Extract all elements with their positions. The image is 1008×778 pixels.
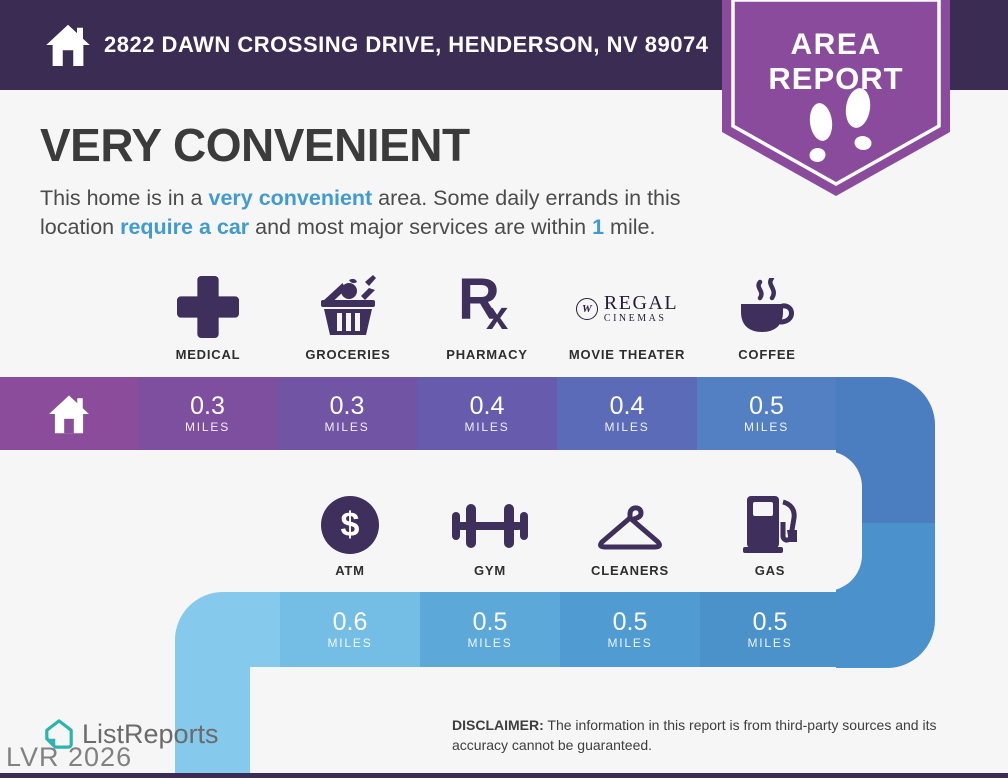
distance-cell-coffee: 0.5 MILES bbox=[697, 377, 836, 450]
footprints-icon bbox=[809, 88, 872, 163]
service-movie-theater: W REGAL CINEMAS MOVIE THEATER bbox=[568, 292, 686, 362]
gas-pump-icon bbox=[743, 496, 797, 553]
watermark-text: LVR 2026 bbox=[6, 742, 133, 772]
distance-cell-gas: 0.5 MILES bbox=[700, 592, 840, 667]
distance-cell-pharmacy: 0.4 MILES bbox=[417, 377, 557, 450]
badge-line1: AREA bbox=[790, 28, 881, 61]
service-atm: $ ATM bbox=[280, 478, 420, 578]
medical-cross-icon bbox=[177, 276, 239, 338]
area-report-badge: AREA REPORT bbox=[722, 0, 950, 196]
listreports-house-icon bbox=[45, 719, 73, 749]
atm-dollar-icon: $ bbox=[321, 496, 379, 554]
rx-icon: R x bbox=[458, 267, 509, 338]
summary-text: This home is in a very convenient area. … bbox=[40, 184, 681, 242]
distance-cell-atm: 0.6 MILES bbox=[280, 592, 420, 667]
service-pharmacy: R x PHARMACY bbox=[446, 267, 528, 362]
badge-line2: REPORT bbox=[768, 61, 903, 96]
groceries-basket-icon bbox=[321, 275, 376, 335]
distance-cell-gym: 0.5 MILES bbox=[420, 592, 560, 667]
service-gas: GAS bbox=[700, 478, 840, 578]
summary-line2: location require a car and most major se… bbox=[40, 215, 656, 240]
highlight-require-a-car: require a car bbox=[120, 215, 250, 240]
bottom-accent-strip bbox=[0, 773, 1008, 778]
service-groceries: GROCERIES bbox=[278, 262, 418, 362]
distance-cell-cleaners: 0.5 MILES bbox=[560, 592, 700, 667]
distance-cell-movie-theater: 0.4 MILES bbox=[557, 377, 697, 450]
service-gym: GYM bbox=[420, 478, 560, 578]
service-medical: MEDICAL bbox=[138, 262, 278, 362]
page-title: VERY CONVENIENT bbox=[40, 119, 470, 171]
highlight-one-mile: 1 bbox=[592, 215, 605, 240]
home-icon bbox=[49, 394, 89, 433]
property-address: 2822 DAWN CROSSING DRIVE, HENDERSON, NV … bbox=[104, 32, 709, 57]
disclaimer-text: DISCLAIMER: The information in this repo… bbox=[452, 717, 937, 753]
snake-band-left bbox=[175, 640, 250, 774]
listreports-wordmark: ListReports bbox=[82, 718, 219, 749]
distance-bar-1: 0.3 MILES 0.3 MILES 0.4 MILES 0.4 MILES 0.5 M… bbox=[0, 377, 836, 450]
cleaners-hanger-icon bbox=[598, 505, 662, 550]
distance-bar-2: 0.6 MILES 0.5 MILES 0.5 MILES 0.5 MILES bbox=[0, 592, 840, 667]
regal-cinemas-logo: W REGAL CINEMAS bbox=[575, 293, 678, 324]
highlight-very-convenient: very convenient bbox=[208, 186, 373, 210]
summary-line1: This home is in a very convenient area. … bbox=[40, 186, 681, 210]
home-icon bbox=[46, 24, 90, 66]
home-cell bbox=[0, 377, 138, 450]
gym-dumbbell-icon bbox=[452, 504, 528, 548]
service-cleaners: CLEANERS bbox=[560, 478, 700, 578]
service-coffee: COFFEE bbox=[697, 262, 837, 362]
snake-band-inner-gap bbox=[250, 667, 330, 774]
distance-cell-groceries: 0.3 MILES bbox=[277, 377, 417, 450]
coffee-cup-icon bbox=[741, 278, 794, 332]
distance-cell-medical: 0.3 MILES bbox=[138, 377, 277, 450]
listreports-logo: ListReports bbox=[44, 718, 219, 750]
